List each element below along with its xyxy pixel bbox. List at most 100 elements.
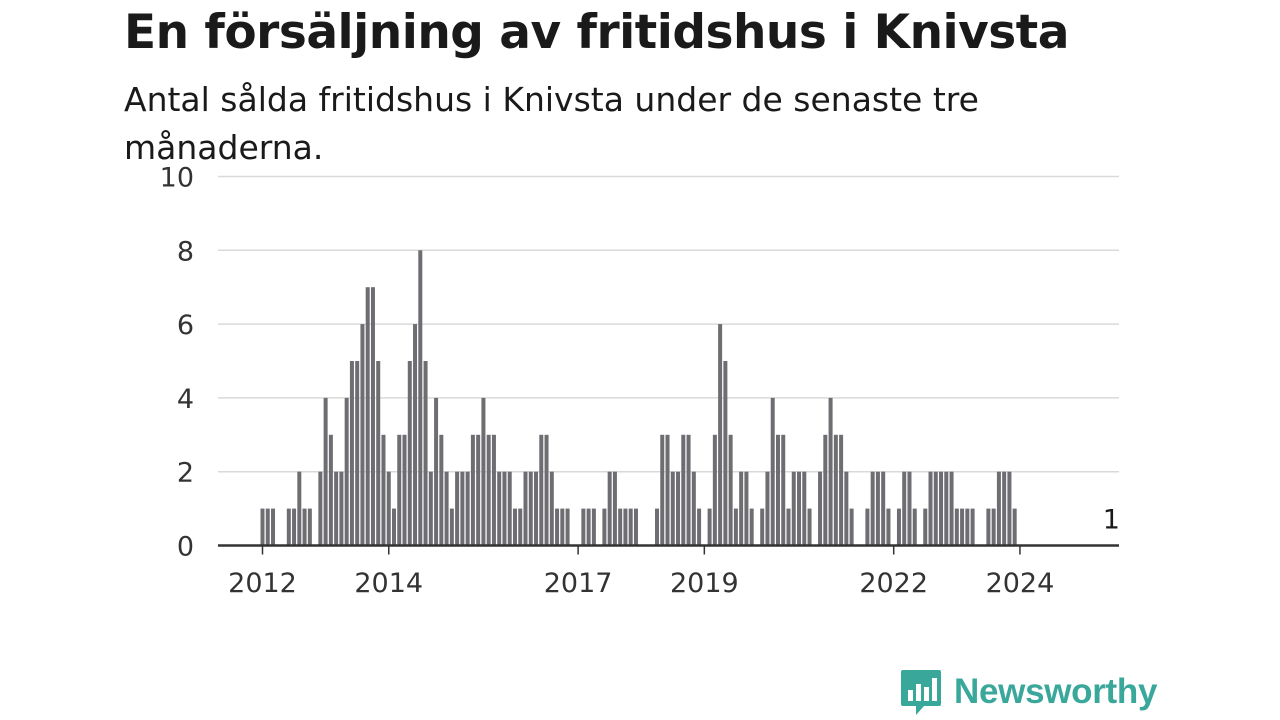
bar: [970, 508, 975, 546]
bar: [844, 471, 849, 546]
bar: [728, 434, 733, 546]
bar: [818, 471, 823, 546]
x-axis-labels: 2012 2014 2017 2019 2022 2024: [228, 568, 1054, 599]
bar: [434, 397, 439, 546]
bar: [544, 434, 549, 546]
bar: [1012, 508, 1017, 546]
bar: [691, 471, 696, 546]
bar: [686, 434, 691, 546]
bar: [512, 508, 517, 546]
bar: [912, 508, 917, 546]
bar: [660, 434, 665, 546]
bar: [807, 508, 812, 546]
bar: [481, 397, 486, 546]
bar: [960, 508, 965, 546]
bar: [670, 471, 675, 546]
bar: [334, 471, 339, 546]
chart-subtitle: Antal sålda fritidshus i Knivsta under d…: [124, 80, 979, 167]
bar: [786, 508, 791, 546]
bar: [365, 287, 370, 546]
bar: [791, 471, 796, 546]
bar: [881, 471, 886, 546]
bar: [928, 471, 933, 546]
bar: [665, 434, 670, 546]
x-tick-label: 2014: [354, 568, 423, 599]
bar: [760, 508, 765, 546]
bar: [302, 508, 307, 546]
bar: [497, 471, 502, 546]
bar: [697, 508, 702, 546]
bar: [865, 508, 870, 546]
bar: [397, 434, 402, 546]
y-tick-label: 2: [177, 458, 194, 489]
bar: [323, 397, 328, 546]
bar: [586, 508, 591, 546]
bar: [718, 324, 723, 546]
bar: [612, 471, 617, 546]
bar: [386, 471, 391, 546]
bar: [407, 361, 412, 546]
bar: [370, 287, 375, 546]
bar: [986, 508, 991, 546]
bar: [939, 471, 944, 546]
bar: [376, 361, 381, 546]
bar: [681, 434, 686, 546]
x-tick-label: 2024: [986, 568, 1055, 599]
bar: [949, 471, 954, 546]
bar: [923, 508, 928, 546]
bar: [1002, 471, 1007, 546]
bar: [623, 508, 628, 546]
bar: [260, 508, 265, 546]
data-label-latest: 1: [1103, 505, 1120, 536]
bar: [802, 471, 807, 546]
y-tick-label: 8: [177, 236, 194, 267]
bar: [781, 434, 786, 546]
bar: [297, 471, 302, 546]
x-axis-ticks: [261, 545, 1021, 555]
bar: [449, 508, 454, 546]
bar: [886, 508, 891, 546]
bar: [1007, 471, 1012, 546]
bar: [439, 434, 444, 546]
y-tick-label: 0: [177, 532, 194, 563]
bar: [723, 361, 728, 546]
bar: [455, 471, 460, 546]
bar: [265, 508, 270, 546]
bar: [413, 324, 418, 546]
bar: [534, 471, 539, 546]
bar: [271, 508, 276, 546]
bar: [655, 508, 659, 546]
bar: [528, 471, 533, 546]
bar: [765, 471, 770, 546]
brand: Newsworthy: [900, 668, 1157, 716]
bar: [676, 471, 681, 546]
bar: [618, 508, 623, 546]
bar: [381, 434, 386, 546]
bar: [392, 508, 396, 546]
x-tick-label: 2022: [859, 568, 928, 599]
bar: [744, 471, 749, 546]
newsworthy-logo-icon: [901, 670, 941, 715]
bar: [797, 471, 802, 546]
annotations: 1: [1101, 503, 1122, 538]
bar: [954, 508, 959, 546]
bar: [733, 508, 738, 546]
bar: [707, 508, 712, 546]
bar: [355, 361, 360, 546]
bar: [507, 471, 512, 546]
brand-name: Newsworthy: [954, 672, 1158, 711]
bar: [470, 434, 475, 546]
y-tick-label: 10: [160, 163, 194, 194]
bar: [749, 508, 754, 546]
y-tick-label: 6: [177, 310, 194, 341]
bar: [839, 434, 844, 546]
bar: [339, 471, 344, 546]
bar: [565, 508, 570, 546]
bars: [260, 250, 1017, 546]
bar: [523, 471, 528, 546]
bar: [628, 508, 633, 546]
bar: [907, 471, 912, 546]
bar: [328, 434, 333, 546]
bar: [349, 361, 354, 546]
bar: [491, 434, 496, 546]
